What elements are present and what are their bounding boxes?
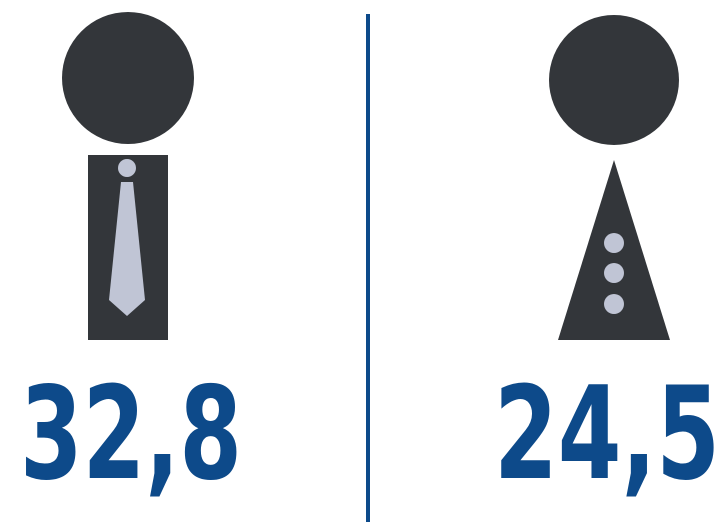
head <box>549 15 679 145</box>
button <box>604 263 624 283</box>
female-value: 24,5 <box>494 360 720 509</box>
button <box>604 233 624 253</box>
male-value: 32,8 <box>20 360 242 509</box>
male-figure <box>62 12 194 340</box>
tie-knot <box>118 159 136 177</box>
head <box>62 12 194 144</box>
button <box>604 294 624 314</box>
tie <box>109 182 145 316</box>
female-figure <box>549 15 679 340</box>
